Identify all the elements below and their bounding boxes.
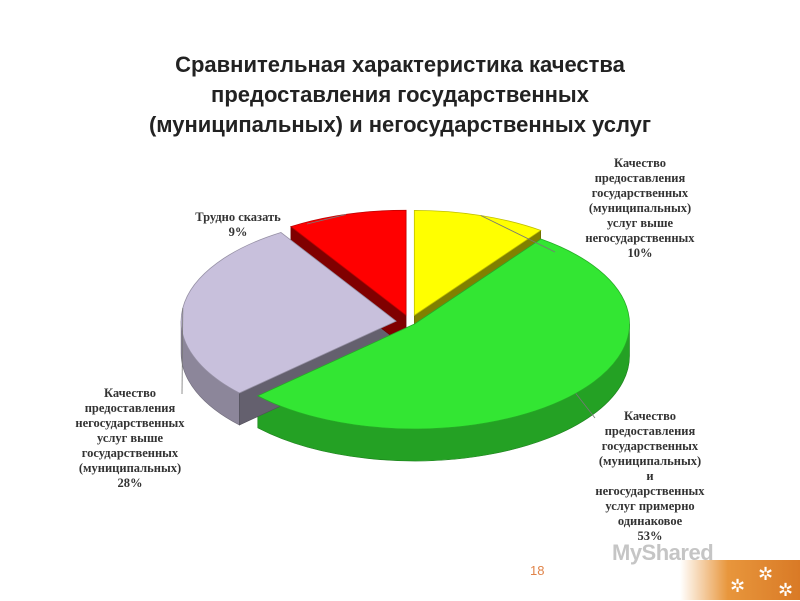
slice-label-line: предоставления [84, 401, 176, 415]
pie-slice [256, 238, 630, 430]
slice-label-hard-to-say: Трудно сказать 9% [168, 210, 308, 240]
slice-label-higher-nonstate: Качество предоставления негосударственных у… [50, 386, 210, 491]
slice-label-line: негосударственных [595, 484, 705, 498]
slice-label-line: 10% [627, 246, 653, 260]
star-icon: ✲ [778, 580, 794, 600]
slice-label-line: 28% [117, 476, 143, 490]
title-line: Сравнительная характеристика качества [175, 52, 625, 77]
star-icon: ✲ [758, 564, 774, 584]
decorative-stripe: ✲ ✲ ✲ [680, 560, 800, 600]
leader-line [480, 215, 556, 253]
star-icon: ✲ [730, 576, 746, 596]
slice-label-line: и [646, 469, 654, 483]
title-line: предоставления государственных [211, 82, 589, 107]
slice-label-line: негосударственных [585, 231, 695, 245]
slice-label-line: (муниципальных) [598, 454, 702, 468]
slice-label-line: (муниципальных) [78, 461, 182, 475]
slice-label-line: предоставления [604, 424, 696, 438]
slice-label-line: 53% [637, 529, 663, 543]
slice-label-line: услуг выше [606, 216, 674, 230]
slice-label-line: государственных [81, 446, 179, 460]
leader-line [575, 393, 596, 419]
slice-label-line: Трудно сказать [195, 210, 281, 224]
pie-slice [413, 209, 542, 317]
slice-label-line: услуг примерно [605, 499, 695, 513]
title-line: (муниципальных) и негосударственных услу… [148, 112, 652, 137]
slice-label-line: Качество [613, 156, 666, 170]
slice-label-equal: Качество предоставления государственных (му… [570, 409, 730, 544]
slice-label-higher-state: Качество предоставления государственных (му… [560, 156, 720, 261]
slice-label-line: услуг выше [96, 431, 164, 445]
leader-line [306, 214, 347, 225]
slide-title: Сравнительная характеристика качества пр… [100, 50, 700, 140]
leader-line [181, 307, 184, 395]
slice-label-line: Качество [623, 409, 676, 423]
slice-label-line: (муниципальных) [588, 201, 692, 215]
slice-label-line: одинаковое [617, 514, 683, 528]
page-number: 18 [530, 563, 545, 578]
slice-label-line: Качество [103, 386, 156, 400]
slice-label-line: государственных [591, 186, 689, 200]
slice-label-line: государственных [601, 439, 699, 453]
slice-label-line: предоставления [594, 171, 686, 185]
slice-label-line: негосударственных [75, 416, 185, 430]
slice-label-line: 9% [228, 225, 248, 239]
